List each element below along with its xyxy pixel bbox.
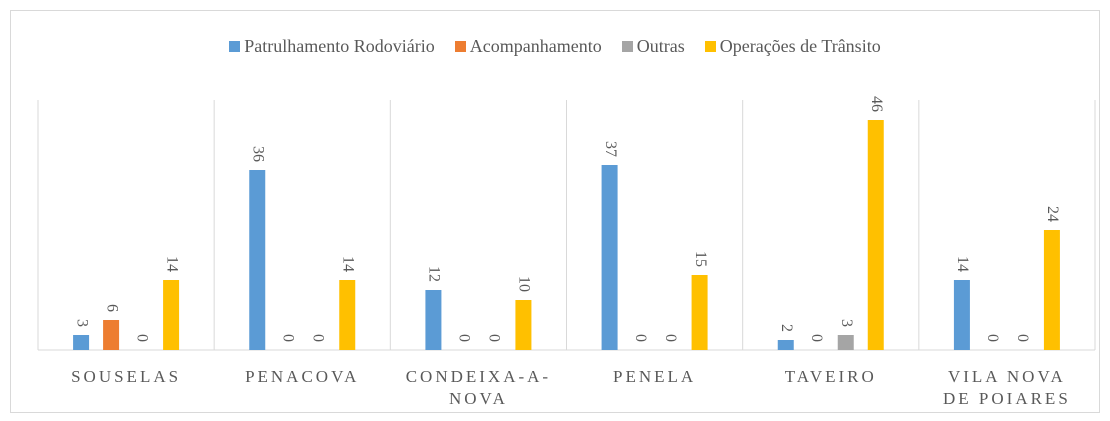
legend-label: Acompanhamento [469, 36, 602, 56]
value-label: 0 [280, 334, 297, 342]
x-tick-label: PENELA [612, 367, 697, 386]
value-label: 14 [163, 256, 180, 272]
bar [601, 165, 618, 350]
x-tick-label: SOUSELAS [71, 367, 182, 386]
x-tick-label: VILA NOVA DE POIARES [943, 367, 1071, 408]
chart-frame [10, 10, 1100, 413]
value-label: 14 [340, 256, 357, 272]
value-label: 0 [1014, 334, 1031, 342]
value-label: 36 [250, 146, 267, 162]
legend-swatch [229, 41, 241, 52]
value-label: 46 [868, 96, 885, 112]
value-label: 0 [662, 334, 679, 342]
x-tick-label: TAVEIRO [784, 367, 877, 386]
bar [867, 120, 884, 350]
value-label: 0 [632, 334, 649, 342]
bar [163, 280, 180, 350]
legend-item: Operações de Trânsito [704, 36, 881, 57]
legend-swatch [621, 41, 633, 52]
bar [339, 280, 356, 350]
value-label: 0 [456, 334, 473, 342]
value-label: 2 [778, 324, 795, 332]
bar [953, 280, 970, 350]
value-label: 0 [310, 334, 327, 342]
bar [691, 275, 708, 350]
legend-label: Outras [636, 36, 685, 56]
bar [249, 170, 266, 350]
value-label: 10 [516, 276, 533, 292]
legend-item: Acompanhamento [454, 36, 602, 57]
bar [103, 320, 120, 350]
value-label: 24 [1044, 206, 1061, 222]
value-label: 0 [486, 334, 503, 342]
value-label: 6 [103, 304, 120, 312]
legend-swatch [454, 41, 466, 52]
value-label: 12 [426, 266, 443, 282]
legend-item: Outras [621, 36, 685, 57]
value-label: 14 [954, 256, 971, 272]
legend-item: Patrulhamento Rodoviário [229, 36, 435, 57]
legend-label: Patrulhamento Rodoviário [244, 36, 435, 56]
legend: Patrulhamento Rodoviário Acompanhamento Ou… [0, 36, 1110, 57]
legend-swatch [704, 41, 716, 52]
value-label: 0 [808, 334, 825, 342]
bar [1043, 230, 1060, 350]
value-label: 3 [838, 319, 855, 327]
x-tick-label: CONDEIXA-A-NOVA [405, 367, 552, 408]
value-label: 0 [133, 334, 150, 342]
value-label: 0 [984, 334, 1001, 342]
legend-label: Operações de Trânsito [719, 36, 881, 56]
bar [73, 335, 90, 350]
value-label: 3 [73, 319, 90, 327]
bar [777, 340, 794, 350]
bar [837, 335, 854, 350]
bar [425, 290, 442, 350]
value-label: 37 [602, 141, 619, 157]
value-label: 15 [692, 251, 709, 267]
bar [515, 300, 532, 350]
x-tick-label: PENACOVA [245, 367, 360, 386]
